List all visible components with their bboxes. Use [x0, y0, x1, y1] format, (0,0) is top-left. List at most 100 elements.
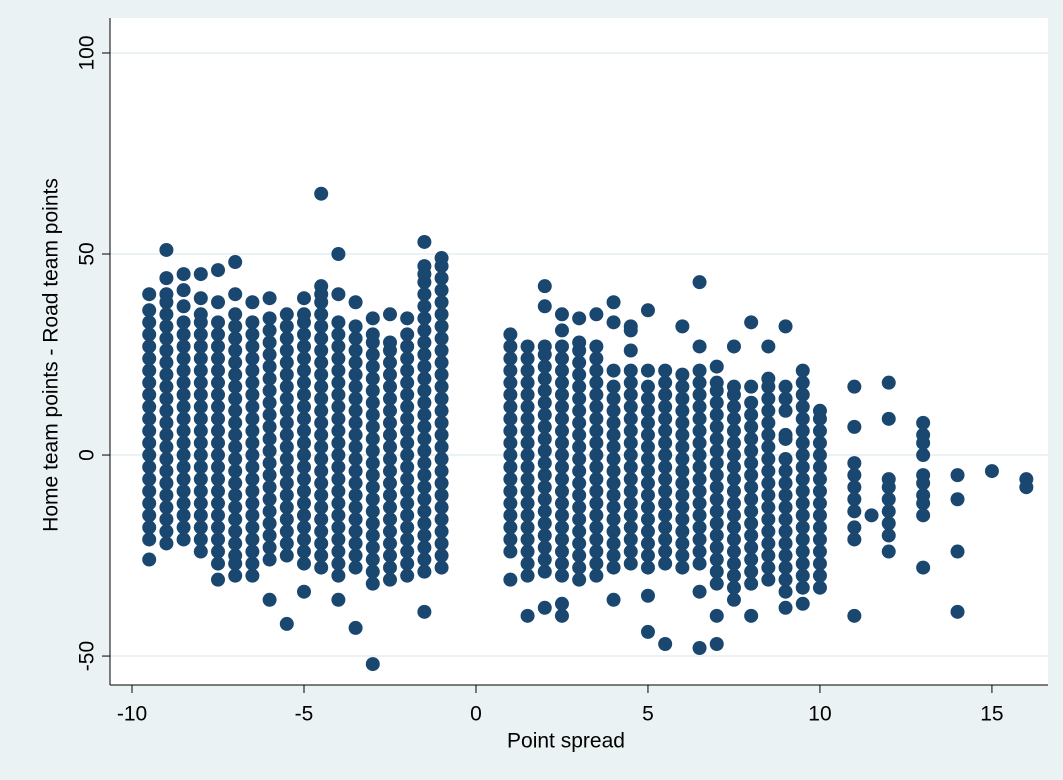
point [520, 399, 535, 414]
point [503, 460, 518, 475]
point [812, 472, 827, 487]
point [726, 399, 741, 414]
point [262, 323, 277, 338]
point [572, 500, 587, 515]
point [159, 512, 174, 527]
point [709, 407, 724, 422]
point [228, 331, 243, 346]
point [726, 592, 741, 607]
point [434, 367, 449, 382]
point [572, 536, 587, 551]
point [761, 500, 776, 515]
point [417, 407, 432, 422]
point [417, 383, 432, 398]
point [675, 524, 690, 539]
point [262, 407, 277, 422]
point [881, 504, 896, 519]
x-tick-label: 15 [980, 703, 1003, 726]
point [795, 375, 810, 390]
point [245, 399, 260, 414]
point [211, 496, 226, 511]
point [331, 472, 346, 487]
point [572, 464, 587, 479]
point [554, 448, 569, 463]
point [795, 580, 810, 595]
point [193, 484, 208, 499]
point [847, 480, 862, 495]
point [400, 327, 415, 342]
point [279, 548, 294, 563]
point [623, 484, 638, 499]
point [331, 592, 346, 607]
point [554, 520, 569, 535]
point [314, 536, 329, 551]
point [365, 347, 380, 362]
point [761, 452, 776, 467]
point [142, 435, 157, 450]
point [692, 435, 707, 450]
point [434, 271, 449, 286]
point [692, 496, 707, 511]
point [503, 399, 518, 414]
point [176, 496, 191, 511]
point [331, 496, 346, 511]
point [142, 303, 157, 318]
point [520, 520, 535, 535]
point [658, 423, 673, 438]
point [417, 335, 432, 350]
point [881, 472, 896, 487]
point [211, 532, 226, 547]
point [211, 572, 226, 587]
point [709, 480, 724, 495]
point [434, 500, 449, 515]
point [675, 415, 690, 430]
point [193, 387, 208, 402]
point [296, 339, 311, 354]
point [417, 456, 432, 471]
point [640, 303, 655, 318]
point [744, 456, 759, 471]
point [726, 448, 741, 463]
y-tick-label: 100 [76, 35, 99, 70]
point [228, 367, 243, 382]
point [692, 532, 707, 547]
point [434, 295, 449, 310]
point [382, 379, 397, 394]
point [228, 500, 243, 515]
point [417, 564, 432, 579]
point [314, 319, 329, 334]
point [572, 572, 587, 587]
point [296, 584, 311, 599]
point [881, 375, 896, 390]
point [193, 448, 208, 463]
point [572, 415, 587, 430]
point [211, 556, 226, 571]
point [228, 379, 243, 394]
point [520, 375, 535, 390]
point [365, 552, 380, 567]
point [262, 592, 277, 607]
point [365, 528, 380, 543]
point [554, 608, 569, 623]
point [658, 636, 673, 651]
point [193, 435, 208, 450]
point [279, 343, 294, 358]
point [331, 315, 346, 330]
point [279, 616, 294, 631]
point [744, 608, 759, 623]
point [554, 323, 569, 338]
point [296, 496, 311, 511]
point [159, 427, 174, 442]
grid [110, 51, 1048, 658]
point [658, 556, 673, 571]
point [417, 604, 432, 619]
point [916, 427, 931, 442]
point [382, 500, 397, 515]
point [228, 488, 243, 503]
point [400, 460, 415, 475]
point [726, 484, 741, 499]
point [314, 427, 329, 442]
point [279, 452, 294, 467]
point [675, 452, 690, 467]
